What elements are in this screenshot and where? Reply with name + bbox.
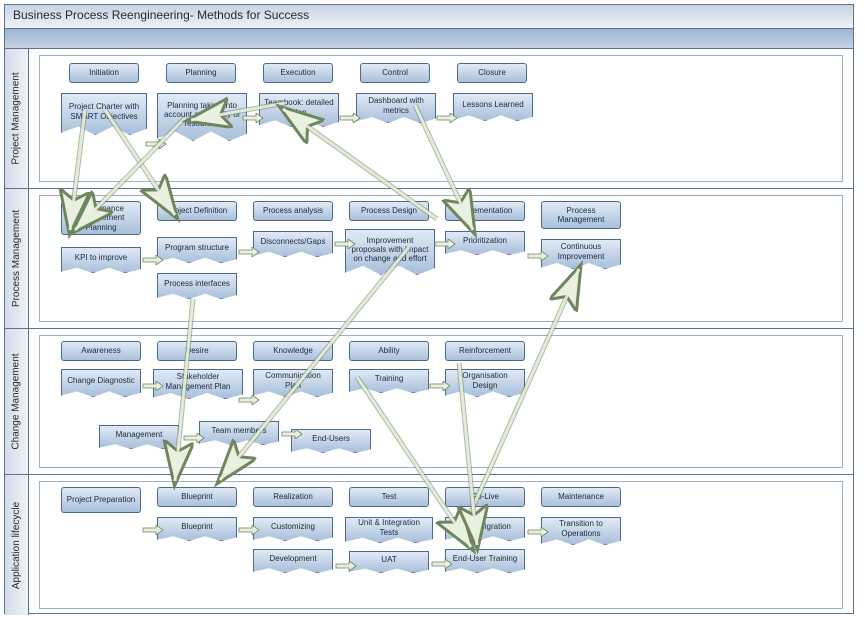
box-performance-improvement-planning: Performance Improvement Planning bbox=[61, 201, 141, 235]
box-closure: Closure bbox=[457, 63, 527, 83]
box-desire: Desire bbox=[157, 341, 237, 361]
diagram-title: Business Process Reengineering- Methods … bbox=[13, 8, 309, 22]
flow-arrow-icon bbox=[334, 239, 356, 249]
flow-arrow-icon bbox=[434, 239, 456, 249]
lane-prm: Process ManagementPerformance Improvemen… bbox=[5, 189, 853, 329]
box-go-live: Go-Live bbox=[445, 487, 525, 507]
box-project-preparation: Project Preparation bbox=[61, 487, 141, 513]
box-execution: Execution bbox=[263, 63, 333, 83]
box-maintenance: Maintenance bbox=[541, 487, 621, 507]
flow-arrow-icon bbox=[238, 247, 260, 257]
box-process-management: Process Management bbox=[541, 201, 621, 229]
flow-arrow-icon bbox=[335, 561, 357, 571]
flow-arrow-icon bbox=[527, 251, 549, 261]
lane-app: Application lifecycle Project Preparation… bbox=[5, 475, 853, 615]
lane-label-text: Change Management bbox=[11, 353, 22, 449]
box-process-design: Process Design bbox=[349, 201, 429, 221]
flow-arrow-icon bbox=[436, 113, 458, 123]
box-awareness: Awareness bbox=[61, 341, 141, 361]
flow-arrow-icon bbox=[142, 255, 164, 265]
flow-arrow-icon bbox=[429, 381, 451, 391]
lane-label-chm: Change Management bbox=[5, 329, 29, 474]
lane-body-pm: Initiation Planning Execution Control Closur… bbox=[29, 49, 853, 188]
box-ability: Ability bbox=[349, 341, 429, 361]
box-planning: Planning bbox=[166, 63, 236, 83]
flow-arrow-icon bbox=[238, 395, 260, 405]
lane-body-chm: Awareness Desire Knowledge Ability Reinforce… bbox=[29, 329, 853, 474]
box-control: Control bbox=[360, 63, 430, 83]
flow-arrow-icon bbox=[238, 525, 260, 535]
title-band: Business Process Reengineering- Methods … bbox=[5, 5, 853, 29]
flow-arrow-icon bbox=[242, 113, 264, 123]
flow-arrow-icon bbox=[145, 139, 167, 149]
flow-arrow-icon bbox=[281, 429, 303, 439]
lane-label-app: Application lifecycle bbox=[5, 475, 29, 615]
box-test: Test bbox=[349, 487, 429, 507]
lane-label-text: Project Management bbox=[11, 72, 22, 164]
flow-arrow-icon bbox=[431, 559, 453, 569]
box-blueprint: Blueprint bbox=[157, 487, 237, 507]
box-project-definition: Project Definition bbox=[157, 201, 237, 221]
flow-arrow-icon bbox=[339, 113, 361, 123]
lane-body-app: Project Preparation Blueprint Realization T… bbox=[29, 475, 853, 615]
lane-label-pm: Project Management bbox=[5, 49, 29, 188]
lane-label-text: Application lifecycle bbox=[11, 501, 22, 588]
flow-arrow-icon bbox=[527, 527, 549, 537]
lane-chm: Change Management Awareness Desire Knowledg… bbox=[5, 329, 853, 475]
lane-label-prm: Process Management bbox=[5, 189, 29, 328]
box-reinforcement: Reinforcement bbox=[445, 341, 525, 361]
box-initiation: Initiation bbox=[69, 63, 139, 83]
box-process-analysis: Process analysis bbox=[253, 201, 333, 221]
flow-arrow-icon bbox=[142, 525, 164, 535]
diagram-frame: Business Process Reengineering- Methods … bbox=[4, 4, 854, 614]
lane-body-prm: Performance Improvement Planning Project … bbox=[29, 189, 853, 328]
lane-label-text: Process Management bbox=[11, 210, 22, 307]
box-realization: Realization bbox=[253, 487, 333, 507]
flow-arrow-icon bbox=[183, 433, 205, 443]
lane-pm: Project Management Initiation Planning Exec… bbox=[5, 49, 853, 189]
flow-arrow-icon bbox=[142, 381, 164, 391]
box-implementation: Implementation bbox=[445, 201, 525, 221]
swimlanes-container: Project Management Initiation Planning Exec… bbox=[5, 49, 853, 613]
box-knowledge: Knowledge bbox=[253, 341, 333, 361]
header-band bbox=[5, 29, 853, 49]
